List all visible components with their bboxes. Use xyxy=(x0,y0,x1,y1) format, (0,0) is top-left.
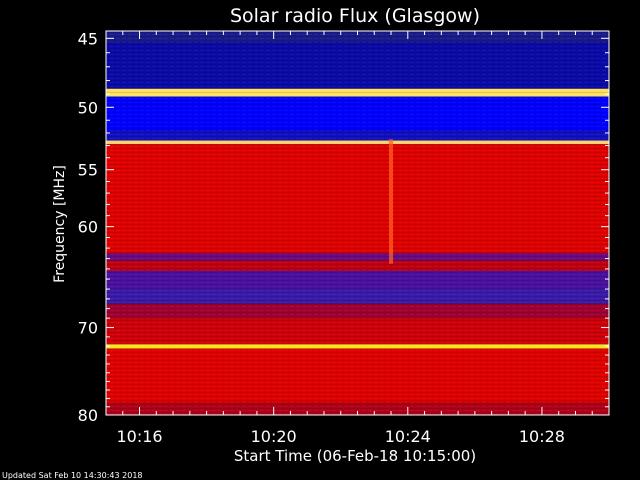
y-tick-label: 50 xyxy=(78,98,98,117)
y-tick-label: 80 xyxy=(78,406,98,425)
x-axis-label: Start Time (06-Feb-18 10:15:00) xyxy=(234,447,476,465)
y-tick-label: 55 xyxy=(78,161,98,180)
chart-title: Solar radio Flux (Glasgow) xyxy=(230,5,480,27)
noise-texture xyxy=(106,31,609,415)
y-axis-label: Frequency [MHz] xyxy=(52,165,68,283)
plot-area: 45 50 55 60 70 80 10:16 10:20 10:24 10:28 xyxy=(78,29,610,446)
x-tick-label: 10:20 xyxy=(251,427,297,446)
y-tick-label: 45 xyxy=(78,29,98,48)
y-tick-label: 60 xyxy=(78,218,98,237)
x-tick-label: 10:16 xyxy=(116,427,162,446)
updated-timestamp: Updated Sat Feb 10 14:30:43 2018 xyxy=(2,471,143,480)
y-tick-label: 70 xyxy=(78,319,98,338)
x-tick-label: 10:24 xyxy=(385,427,431,446)
burst-mark xyxy=(389,139,394,264)
x-tick-label: 10:28 xyxy=(519,427,565,446)
